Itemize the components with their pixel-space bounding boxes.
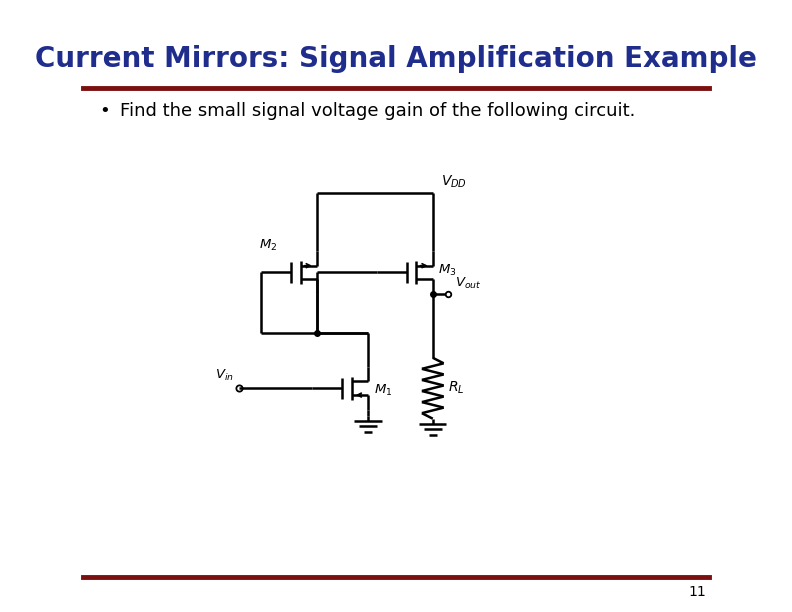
Text: $M_2$: $M_2$ [259, 238, 277, 253]
Text: $M_3$: $M_3$ [438, 263, 457, 278]
Text: $R_L$: $R_L$ [447, 380, 464, 397]
Text: Find the small signal voltage gain of the following circuit.: Find the small signal voltage gain of th… [120, 102, 635, 120]
Text: $M_1$: $M_1$ [374, 382, 392, 398]
Text: •: • [100, 102, 110, 120]
Text: Current Mirrors: Signal Amplification Example: Current Mirrors: Signal Amplification Ex… [35, 45, 757, 73]
Text: $V_{DD}$: $V_{DD}$ [441, 174, 467, 190]
Text: 11: 11 [688, 585, 706, 599]
Text: $V_{in}$: $V_{in}$ [215, 368, 234, 383]
Text: $V_{out}$: $V_{out}$ [455, 276, 481, 291]
